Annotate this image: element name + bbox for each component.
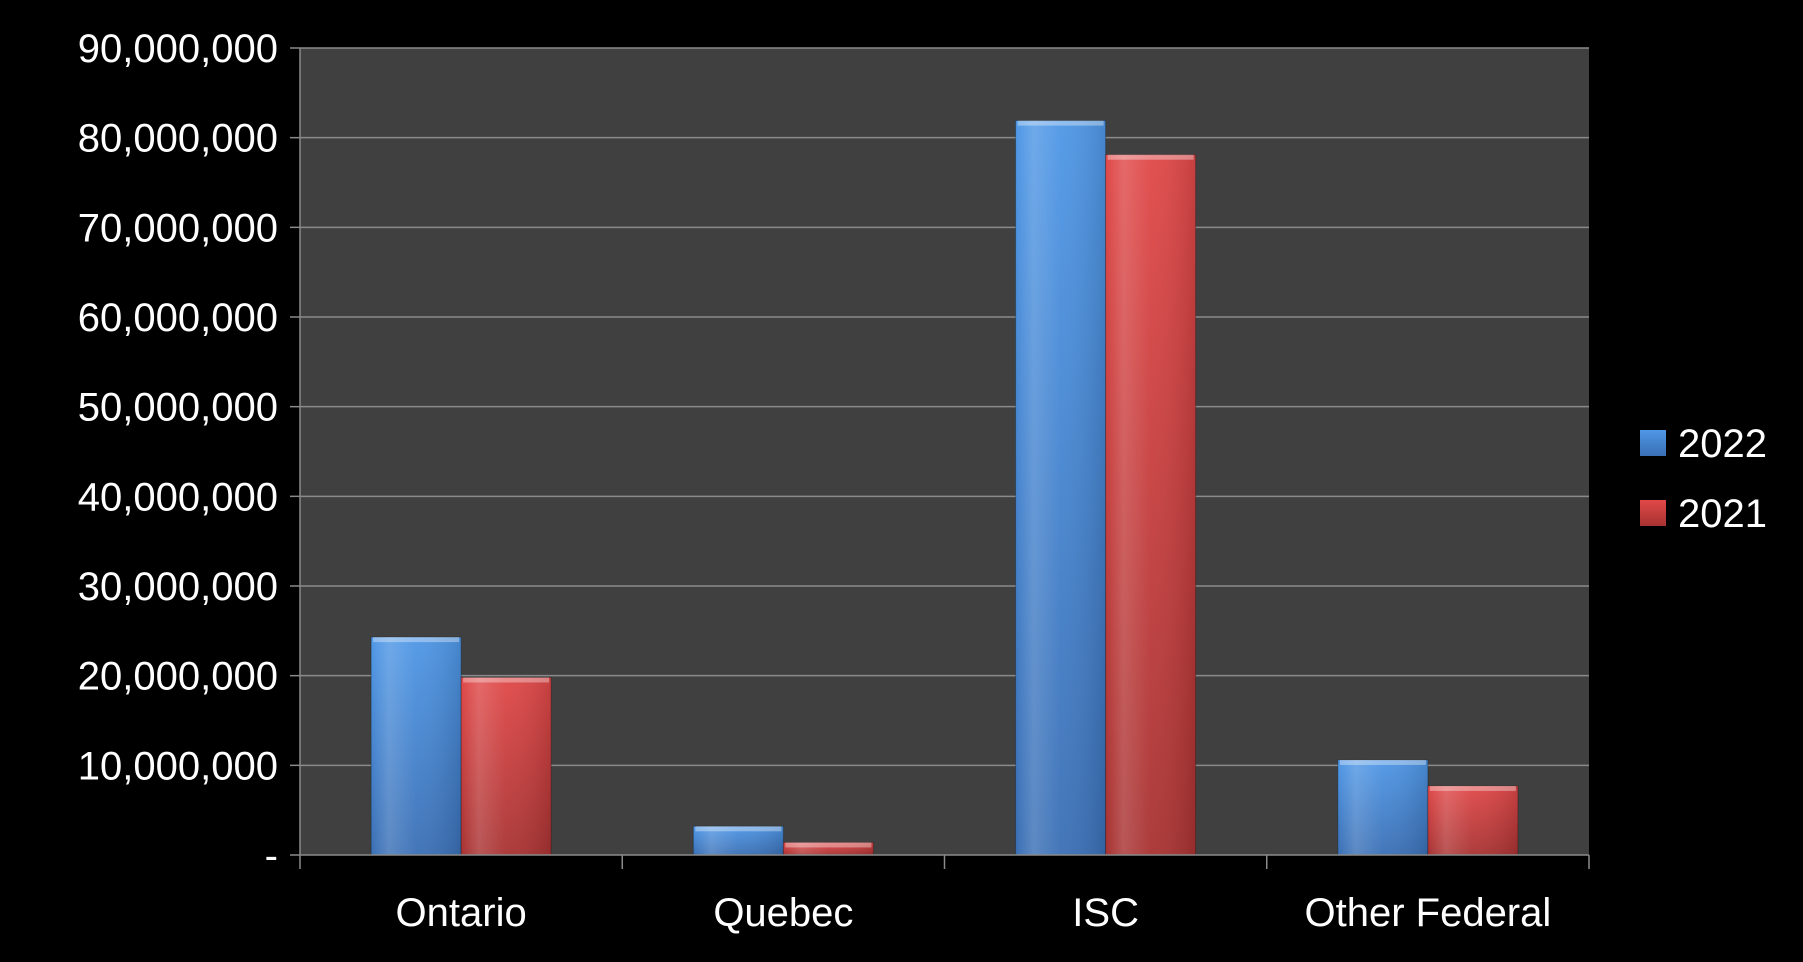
legend-label-2021: 2021	[1678, 492, 1767, 536]
x-category-label: Quebec	[713, 891, 853, 935]
bar-bevel	[373, 637, 460, 643]
axes: - 10,000,000 20,000,000 30,000,000 40,000,00…	[78, 27, 1590, 935]
bar-highlight	[461, 677, 552, 855]
bar-highlight	[371, 637, 462, 855]
bar-highlight	[1105, 154, 1196, 855]
bar-bevel	[1107, 154, 1194, 160]
legend-swatch-2022	[1640, 430, 1666, 456]
bar-bevel	[1429, 785, 1516, 791]
y-tick-label: 30,000,000	[78, 565, 278, 609]
y-tick-label: 40,000,000	[78, 475, 278, 519]
legend: 2022 2021	[1640, 422, 1767, 536]
bar-bevel	[463, 677, 550, 683]
bar-highlight	[1427, 785, 1518, 855]
y-tick-label: 20,000,000	[78, 655, 278, 699]
legend-label-2022: 2022	[1678, 422, 1767, 466]
y-tick-label: 90,000,000	[78, 27, 278, 71]
bar-bevel	[695, 826, 782, 832]
x-category-label: Other Federal	[1304, 891, 1551, 935]
bar-highlight	[1337, 759, 1428, 855]
bar-highlight	[693, 826, 784, 855]
bar-bevel	[1339, 759, 1426, 765]
x-category-label: ISC	[1072, 891, 1139, 935]
legend-swatch-2021	[1640, 500, 1666, 526]
y-tick-label: 60,000,000	[78, 296, 278, 340]
y-tick-label: 70,000,000	[78, 206, 278, 250]
x-category-label: Ontario	[396, 891, 527, 935]
y-tick-label: -	[265, 834, 278, 878]
bar-bevel	[785, 842, 872, 848]
bar-bevel	[1017, 120, 1104, 126]
bar-highlight	[1015, 120, 1106, 855]
bars	[370, 120, 1519, 856]
bar-highlight	[783, 842, 874, 855]
y-tick-label: 50,000,000	[78, 386, 278, 430]
y-tick-label: 10,000,000	[78, 744, 278, 788]
y-tick-label: 80,000,000	[78, 117, 278, 161]
